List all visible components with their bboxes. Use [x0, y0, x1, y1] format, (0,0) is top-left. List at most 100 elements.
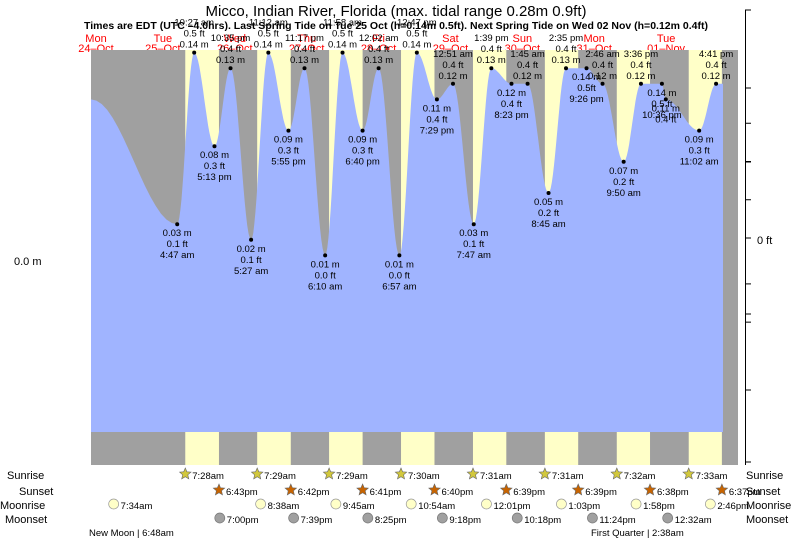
sunrise-label-right: Sunrise — [746, 470, 783, 482]
tide-height-ft: 0.4 ft — [706, 60, 727, 71]
tide-height-ft: 0.5 ft — [184, 29, 205, 40]
tide-time: 9:50 am — [607, 188, 641, 199]
sunrise-icon — [322, 467, 336, 480]
tide-point — [266, 50, 271, 55]
tide-point — [659, 81, 664, 86]
moonrise-time: 12:01pm — [493, 501, 530, 512]
tide-height-m: 0.03 m — [163, 228, 192, 239]
tide-height-m: 0.12 m — [513, 71, 542, 82]
sunrise-icon — [538, 467, 552, 480]
sunset-icon — [715, 483, 729, 496]
tide-point — [360, 128, 365, 133]
tide-point — [450, 81, 455, 86]
tide-time: 2:46 am — [585, 49, 619, 60]
night-band — [721, 50, 738, 465]
tide-time: 11:58 am — [323, 18, 362, 29]
tide-time: 8:23 pm — [494, 110, 528, 121]
tide-height-m: 0.13 m — [216, 55, 245, 66]
tide-height-ft: 0.5 ft — [406, 29, 427, 40]
tide-height-m: 0.01 m — [311, 259, 340, 270]
tide-time: 10:35 pm — [211, 33, 251, 44]
tide-point — [638, 81, 643, 86]
tide-height-m: 0.12 m — [702, 71, 731, 82]
tide-point — [663, 97, 668, 102]
tide-height-ft: 0.4 ft — [630, 60, 651, 71]
tide-height-m: 0.02 m — [237, 244, 266, 255]
tide-height-m: 0.12 m — [438, 71, 467, 82]
right-axis-label: 0 ft — [757, 235, 772, 247]
tide-point — [323, 253, 328, 258]
day-name: Mon — [85, 33, 106, 45]
tide-height-ft: 0.1 ft — [167, 239, 188, 250]
sunrise-icon — [610, 467, 624, 480]
tide-height-ft: 0.4 ft — [555, 44, 576, 55]
tide-height-m: 0.13 m — [477, 55, 506, 66]
tide-time: 11:17 pm — [285, 33, 324, 44]
tide-point — [249, 237, 254, 242]
tide-height-ft: 0.4 ft — [517, 60, 538, 71]
sunset-label-left: Sunset — [19, 486, 53, 498]
tide-height-ft: 0.2 ft — [538, 208, 559, 219]
tide-height-m: 0.12 m — [588, 71, 617, 82]
tide-height-ft: 0.3 ft — [689, 146, 710, 157]
tide-height-m: 0.14 m — [572, 72, 601, 83]
day-name: Tue — [154, 33, 173, 45]
tide-point — [228, 66, 233, 71]
tide-point — [584, 66, 589, 71]
moonrise-icon — [108, 498, 120, 510]
sunset-icon — [212, 483, 226, 496]
sunset-icon — [284, 483, 298, 496]
tide-height-m: 0.12 m — [626, 71, 655, 82]
chart-subtitle: Times are EDT (UTC –4.0hrs). Last Spring… — [84, 20, 708, 32]
tide-point — [175, 222, 180, 227]
tide-point — [302, 66, 307, 71]
sunrise-icon — [250, 467, 264, 480]
moonrise-icon — [255, 498, 266, 510]
moonset-icon — [362, 512, 374, 524]
tide-height-m: 0.07 m — [609, 166, 638, 177]
moonrise-icon — [705, 498, 716, 510]
tide-height-m: 0.14 m — [180, 40, 209, 51]
tide-time: 5:27 am — [234, 266, 268, 277]
tide-time: 6:10 am — [308, 281, 342, 292]
sunrise-time: 7:30am — [408, 471, 440, 482]
tide-height-m: 0.13 m — [290, 55, 319, 66]
sunset-time: 6:39pm — [585, 487, 617, 498]
tide-point — [192, 50, 197, 55]
tide-point — [546, 191, 551, 195]
moonset-time: 10:18pm — [524, 515, 561, 526]
moonset-icon — [662, 512, 674, 524]
tide-height-m: 0.03 m — [459, 228, 488, 239]
tide-time: 5:13 pm — [197, 172, 231, 183]
moonrise-label-right: Moonrise — [746, 500, 791, 512]
sunset-icon — [356, 483, 370, 496]
tide-point — [212, 144, 217, 149]
tide-point — [397, 253, 402, 258]
tide-height-ft: 0.4 ft — [655, 114, 676, 125]
tide-point — [340, 50, 345, 55]
sunrise-time: 7:31am — [552, 471, 584, 482]
sunset-time: 6:38pm — [657, 487, 689, 498]
left-axis-label: 0.0 m — [14, 256, 42, 268]
moonset-icon — [437, 512, 448, 524]
tide-height-ft: 0.4 ft — [592, 60, 613, 71]
tide-time: 10:27 am — [174, 18, 214, 29]
tide-height-ft: 0.0 ft — [315, 270, 336, 281]
tide-point — [564, 66, 569, 71]
tide-height-m: 0.11 m — [423, 103, 451, 114]
tide-height-ft: 0.3 ft — [278, 146, 299, 157]
sunrise-icon — [682, 467, 696, 480]
moonrise-label-left: Moonrise — [0, 500, 45, 512]
tide-height-ft: 0.4 ft — [426, 114, 447, 125]
moonrise-time: 9:45am — [343, 501, 375, 512]
first-quarter-note: First Quarter | 2:38am — [591, 528, 684, 539]
tide-height-m: 0.09 m — [274, 135, 303, 146]
tide-point — [489, 66, 494, 71]
moonrise-time: 7:34am — [121, 501, 153, 512]
tide-time: 12:47 pm — [397, 18, 437, 29]
moonset-label-left: Moonset — [5, 514, 47, 526]
tide-height-ft: 0.4 ft — [501, 99, 522, 110]
moonset-label-right: Moonset — [746, 514, 788, 526]
